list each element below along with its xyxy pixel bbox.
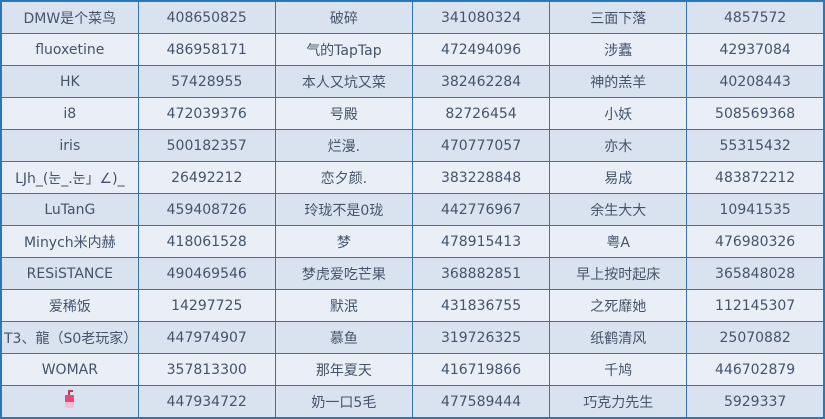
player-id-cell[interactable]: 25070882	[686, 321, 825, 354]
player-id-cell[interactable]: 472039376	[137, 97, 276, 130]
player-name-cell[interactable]: T3、龍（S0老玩家）	[0, 321, 139, 354]
player-name-cell[interactable]: 烂漫.	[274, 129, 413, 162]
player-name-cell[interactable]: RESiSTANCE	[0, 257, 139, 290]
player-id-cell[interactable]: 477589444	[411, 385, 551, 419]
player-id-cell[interactable]: 418061528	[137, 225, 276, 258]
table-row: HK 57428955 本人又坑又菜 382462284 神的羔羊 40208443	[0, 65, 825, 98]
player-name-cell[interactable]: 爱稀饭	[0, 289, 139, 322]
player-name-cell[interactable]: 号殿	[274, 97, 413, 130]
player-name-cell[interactable]: Minych米内赫	[0, 225, 139, 258]
table-row: LuTanG 459408726 玲珑不是0珑 442776967 余生大大 109415…	[0, 193, 825, 226]
player-name-cell[interactable]: 粤A	[549, 225, 688, 258]
player-name-cell[interactable]: 余生大大	[549, 193, 688, 226]
player-id-cell[interactable]: 416719866	[411, 353, 551, 386]
table-row: WOMAR 357813300 那年夏天 416719866 千鸠 446702879	[0, 353, 825, 386]
table-row: Minych米内赫 418061528 梦 478915413 粤A 476980326	[0, 225, 825, 258]
player-id-cell[interactable]: 383228848	[411, 161, 551, 194]
player-name-cell[interactable]: i8	[0, 97, 139, 130]
player-id-cell[interactable]: 431836755	[411, 289, 551, 322]
player-name-cell[interactable]: 梦虎爱吃芒果	[274, 257, 413, 290]
player-name-cell[interactable]: 纸鹤清风	[549, 321, 688, 354]
player-id-cell[interactable]: 14297725	[137, 289, 276, 322]
player-id-cell[interactable]: 368882851	[411, 257, 551, 290]
player-id-cell[interactable]: 57428955	[137, 65, 276, 98]
player-id-cell[interactable]: 341080324	[411, 0, 551, 34]
player-name-cell[interactable]: DMW是个菜鸟	[0, 0, 139, 34]
player-id-cell[interactable]: 442776967	[411, 193, 551, 226]
player-name-cell[interactable]: 奶一口5毛	[274, 385, 413, 419]
player-id-cell[interactable]: 4857572	[686, 0, 825, 34]
player-id-cell[interactable]: 470777057	[411, 129, 551, 162]
player-id-cell[interactable]: 55315432	[686, 129, 825, 162]
player-name-cell[interactable]: 巧克力先生	[549, 385, 688, 419]
player-name-cell[interactable]: LJh_(눈_.눈」∠)_	[0, 161, 139, 194]
player-name-cell[interactable]: 三面下落	[549, 0, 688, 34]
player-name-cell[interactable]: 涉蠹	[549, 33, 688, 66]
player-name-cell[interactable]: 气的TapTap	[274, 33, 413, 66]
table-row: DMW是个菜鸟 408650825 破碎 341080324 三面下落 4857572	[0, 0, 825, 34]
player-id-cell[interactable]: 408650825	[137, 0, 276, 34]
player-name-cell[interactable]: 千鸠	[549, 353, 688, 386]
table-row: 爱稀饭 14297725 默泯 431836755 之死靡她 112145307	[0, 289, 825, 322]
player-id-cell[interactable]: 10941535	[686, 193, 825, 226]
player-id-cell[interactable]: 490469546	[137, 257, 276, 290]
player-id-cell[interactable]: 447934722	[137, 385, 276, 419]
player-id-cell[interactable]: 382462284	[411, 65, 551, 98]
player-id-cell[interactable]: 446702879	[686, 353, 825, 386]
player-name-cell[interactable]: 神的羔羊	[549, 65, 688, 98]
player-name-cell[interactable]: 那年夏天	[274, 353, 413, 386]
bubble-tea-drink-icon	[65, 390, 75, 408]
player-id-cell[interactable]: 486958171	[137, 33, 276, 66]
player-id-cell[interactable]: 42937084	[686, 33, 825, 66]
player-name-cell[interactable]: 梦	[274, 225, 413, 258]
player-id-cell[interactable]: 500182357	[137, 129, 276, 162]
table-row: 447934722 奶一口5毛 477589444 巧克力先生 5929337	[0, 385, 825, 419]
player-name-cell[interactable]: 本人又坑又菜	[274, 65, 413, 98]
player-name-cell[interactable]: LuTanG	[0, 193, 139, 226]
player-id-cell[interactable]: 40208443	[686, 65, 825, 98]
player-name-cell[interactable]: iris	[0, 129, 139, 162]
player-id-cell[interactable]: 357813300	[137, 353, 276, 386]
player-id-cell[interactable]: 483872212	[686, 161, 825, 194]
player-name-cell[interactable]: 亦木	[549, 129, 688, 162]
player-id-cell[interactable]: 5929337	[686, 385, 825, 419]
player-name-cell[interactable]: 早上按时起床	[549, 257, 688, 290]
player-name-cell[interactable]: fluoxetine	[0, 33, 139, 66]
player-id-cell[interactable]: 459408726	[137, 193, 276, 226]
player-name-cell[interactable]: 慕鱼	[274, 321, 413, 354]
table-row: i8 472039376 号殿 82726454 小妖 508569368	[0, 97, 825, 130]
table-row: T3、龍（S0老玩家） 447974907 慕鱼 319726325 纸鹤清风 25070…	[0, 321, 825, 354]
player-id-cell[interactable]: 508569368	[686, 97, 825, 130]
player-id-cell[interactable]: 319726325	[411, 321, 551, 354]
player-id-cell[interactable]: 447974907	[137, 321, 276, 354]
player-name-cell[interactable]: 恋夕颜.	[274, 161, 413, 194]
player-id-cell[interactable]: 476980326	[686, 225, 825, 258]
player-name-cell[interactable]: 易成	[549, 161, 688, 194]
table-row: RESiSTANCE 490469546 梦虎爱吃芒果 368882851 早上按时起床…	[0, 257, 825, 290]
player-id-cell[interactable]: 82726454	[411, 97, 551, 130]
player-id-cell[interactable]: 472494096	[411, 33, 551, 66]
player-name-cell[interactable]: 小妖	[549, 97, 688, 130]
player-id-cell[interactable]: 478915413	[411, 225, 551, 258]
player-id-cell[interactable]: 26492212	[137, 161, 276, 194]
table-row: fluoxetine 486958171 气的TapTap 472494096 涉蠹 42…	[0, 33, 825, 66]
table-row: iris 500182357 烂漫. 470777057 亦木 55315432	[0, 129, 825, 162]
player-name-cell[interactable]: HK	[0, 65, 139, 98]
player-id-cell[interactable]: 365848028	[686, 257, 825, 290]
player-name-cell[interactable]: 破碎	[274, 0, 413, 34]
player-name-cell[interactable]: 默泯	[274, 289, 413, 322]
player-name-cell[interactable]: 之死靡她	[549, 289, 688, 322]
player-name-cell[interactable]: WOMAR	[0, 353, 139, 386]
player-name-cell[interactable]: 玲珑不是0珑	[274, 193, 413, 226]
player-name-cell[interactable]	[0, 385, 139, 419]
player-id-cell[interactable]: 112145307	[686, 289, 825, 322]
table-row: LJh_(눈_.눈」∠)_ 26492212 恋夕颜. 383228848 易成 4838…	[0, 161, 825, 194]
